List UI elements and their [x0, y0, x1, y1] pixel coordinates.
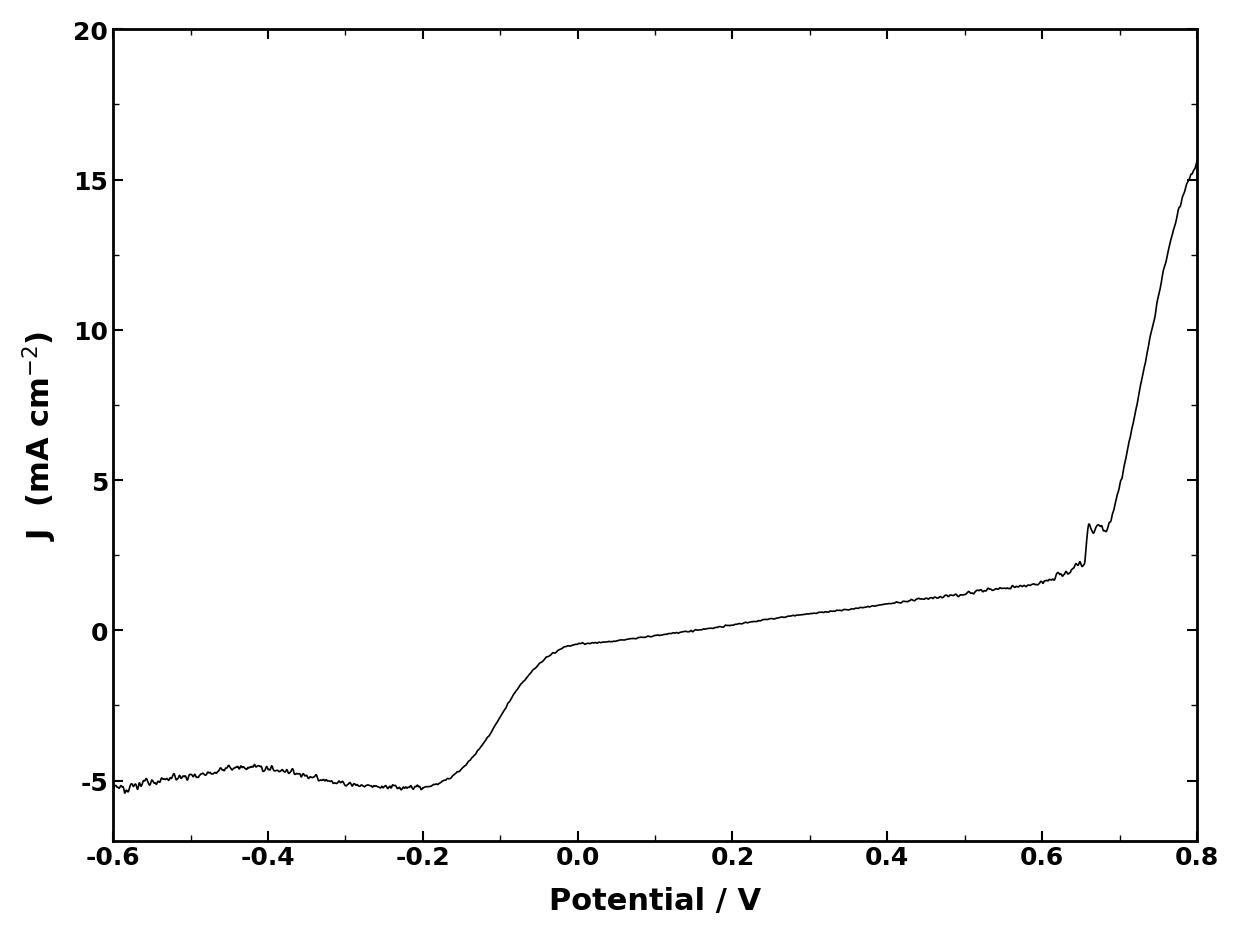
X-axis label: Potential / V: Potential / V	[549, 886, 761, 915]
Y-axis label: J  (mA cm$^{-2}$): J (mA cm$^{-2}$)	[21, 330, 60, 540]
